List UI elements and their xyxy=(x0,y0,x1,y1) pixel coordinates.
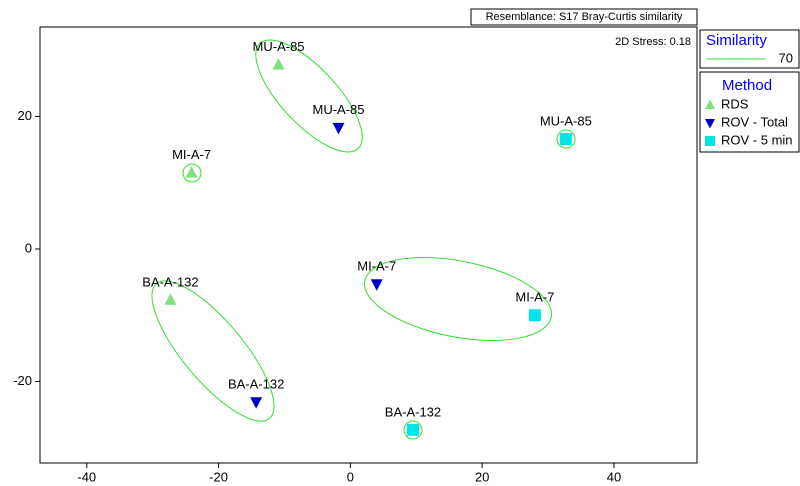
point-label: BA-A-132 xyxy=(142,274,198,289)
legend-marker xyxy=(705,119,715,129)
marker xyxy=(164,293,177,305)
point-label: MI-A-7 xyxy=(357,259,396,274)
x-tick-label: 20 xyxy=(475,469,489,484)
legend-marker xyxy=(705,136,715,146)
legend-marker xyxy=(705,99,715,109)
contour xyxy=(255,39,363,153)
x-tick-label: -20 xyxy=(209,469,228,484)
stress: 2D Stress: 0.18 xyxy=(615,36,691,48)
contour xyxy=(403,420,423,440)
similarity-level: 70 xyxy=(779,50,793,65)
y-tick-label: 0 xyxy=(25,240,32,255)
x-tick-label: 40 xyxy=(607,469,621,484)
legend-label: ROV - Total xyxy=(721,114,788,129)
point-label: BA-A-132 xyxy=(385,404,441,419)
method-legend xyxy=(699,71,800,153)
similarity-title: Similarity xyxy=(706,32,767,49)
point-label: MU-A-85 xyxy=(313,102,365,117)
marker xyxy=(272,58,285,70)
marker xyxy=(559,132,572,145)
contour xyxy=(556,129,576,149)
y-tick-label: 20 xyxy=(18,108,32,123)
point-label: MU-A-85 xyxy=(253,39,305,54)
plot-frame xyxy=(39,26,698,464)
contour xyxy=(151,280,275,422)
y-tick-label: -20 xyxy=(13,373,32,388)
contour xyxy=(363,257,553,341)
legend-title: Method xyxy=(722,77,772,94)
marker xyxy=(185,166,198,178)
marker xyxy=(528,309,541,322)
point-label: BA-A-132 xyxy=(228,376,284,391)
point-label: MU-A-85 xyxy=(540,113,592,128)
similarity-legend xyxy=(699,29,800,69)
similarity-contours xyxy=(151,39,576,440)
point-label: MI-A-7 xyxy=(172,147,211,162)
resemblance-box xyxy=(470,8,698,26)
legend-label: RDS xyxy=(721,96,749,111)
legend-label: ROV - 5 min xyxy=(721,132,793,147)
resemblance: Resemblance: S17 Bray-Curtis similarity xyxy=(486,11,683,23)
point-label: MI-A-7 xyxy=(515,290,554,305)
marker xyxy=(406,423,419,436)
x-tick-label: -40 xyxy=(77,469,96,484)
marker xyxy=(332,122,345,135)
contour xyxy=(182,163,202,183)
marker xyxy=(370,279,383,291)
marker xyxy=(250,397,263,409)
x-tick-label: 0 xyxy=(347,469,354,484)
